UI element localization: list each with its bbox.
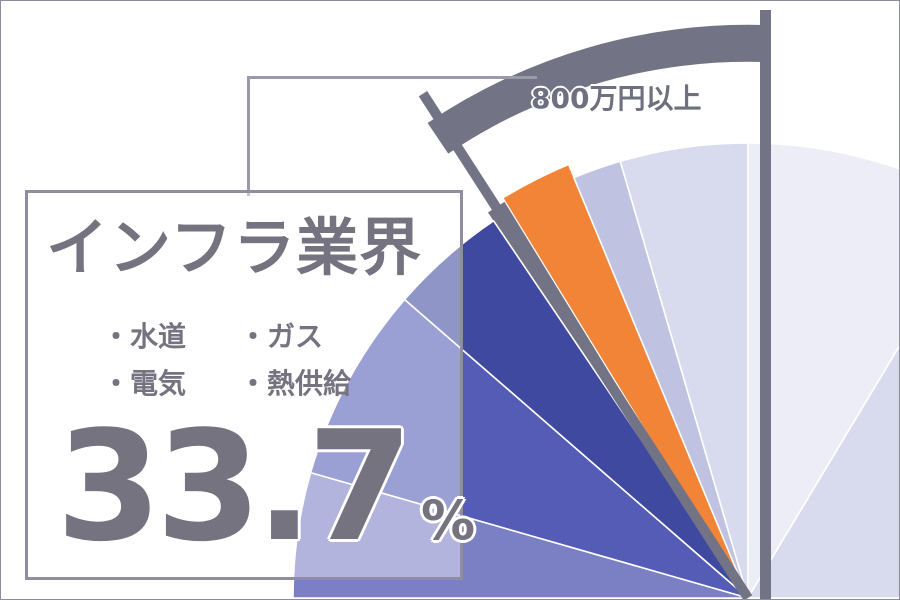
bracket-left-tick [418,90,753,599]
bracket-vertical-bar [760,10,771,599]
industry-item-gas: ・ガス [239,320,324,353]
industry-item-electricity: ・電気 [102,367,187,400]
sub-box-outline [247,76,537,196]
info-box: インフラ業界 ・水道 ・ガス ・電気 ・熱供給 33.7% [25,190,475,580]
bracket-label: 800万円以上 [531,82,702,115]
percentage-number: 33.7 [56,398,413,575]
percentage-unit: % [421,489,476,552]
industry-item-water: ・水道 [102,320,187,353]
industry-list-row: ・水道 ・ガス [102,313,376,360]
pie-slice [309,298,749,599]
bracket-arc [427,24,765,154]
industry-title: インフラ業界 [46,211,423,284]
pie-slice [747,345,899,599]
industry-list-row: ・電気 ・熱供給 [102,360,376,407]
pie-slice-highlight [502,164,749,599]
pie-slice [403,219,749,599]
percentage-value: 33.7% [56,411,475,563]
industry-list: ・水道 ・ガス ・電気 ・熱供給 [102,313,376,407]
industry-item-heat-supply: ・熱供給 [239,367,352,400]
